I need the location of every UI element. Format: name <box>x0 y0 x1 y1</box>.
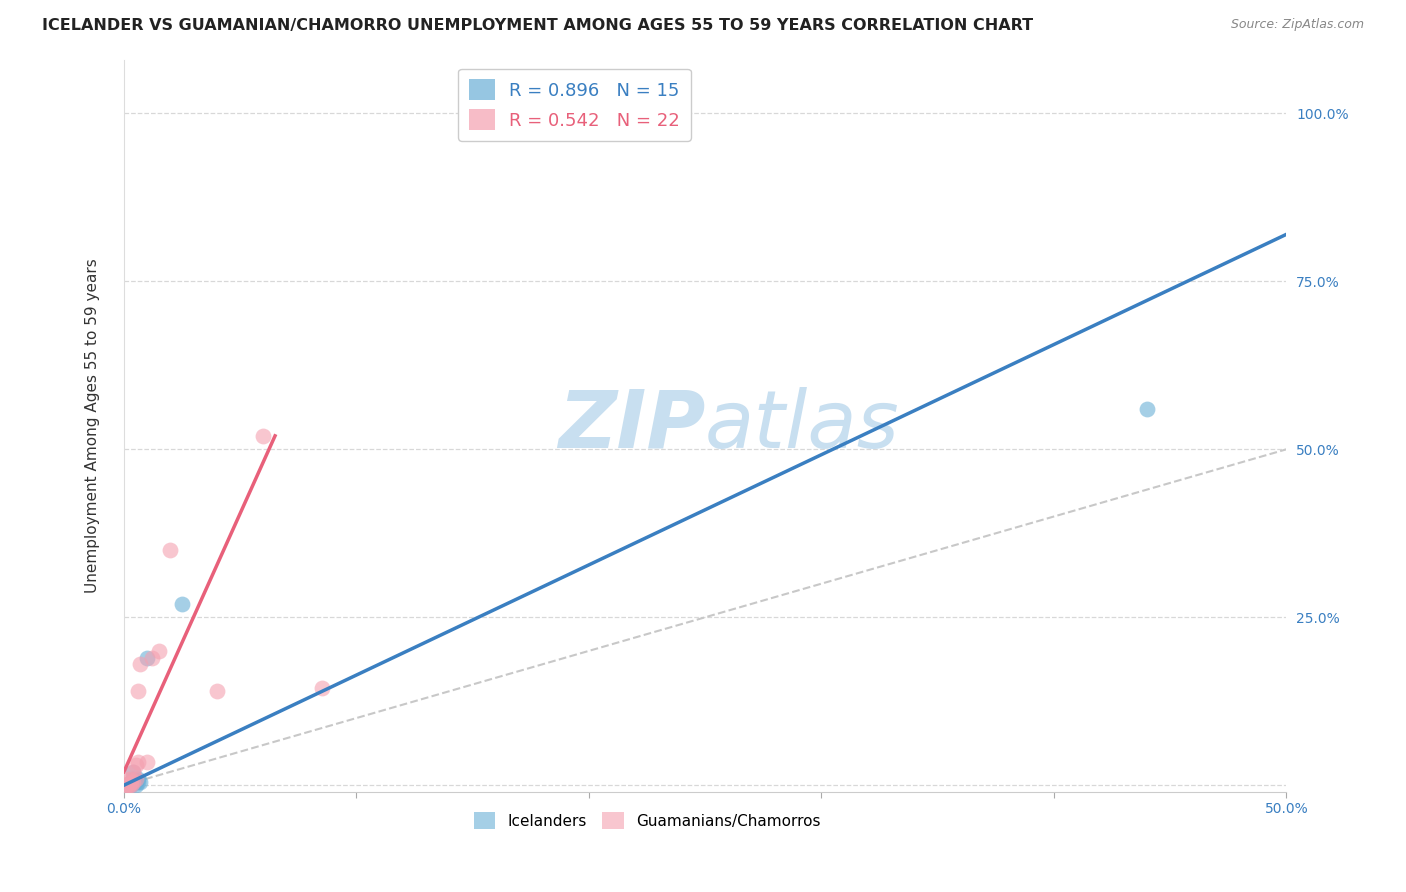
Point <box>170 597 193 611</box>
Point <box>120 775 142 789</box>
Point <box>122 764 145 779</box>
Point <box>148 644 170 658</box>
Point <box>115 778 138 792</box>
Point <box>124 778 146 792</box>
Point <box>129 775 152 789</box>
Point <box>115 778 138 792</box>
Point <box>120 775 142 789</box>
Point <box>120 778 142 792</box>
Point <box>115 778 138 792</box>
Point <box>122 772 145 786</box>
Point <box>122 775 145 789</box>
Text: ICELANDER VS GUAMANIAN/CHAMORRO UNEMPLOYMENT AMONG AGES 55 TO 59 YEARS CORRELATI: ICELANDER VS GUAMANIAN/CHAMORRO UNEMPLOY… <box>42 18 1033 33</box>
Point <box>117 778 139 792</box>
Point <box>311 681 333 695</box>
Text: Source: ZipAtlas.com: Source: ZipAtlas.com <box>1230 18 1364 31</box>
Text: ZIP: ZIP <box>558 387 706 465</box>
Point <box>127 775 149 789</box>
Point <box>120 778 142 792</box>
Point <box>122 764 145 779</box>
Point <box>159 543 181 558</box>
Point <box>124 758 146 772</box>
Text: atlas: atlas <box>706 387 900 465</box>
Point <box>124 772 146 786</box>
Point <box>141 650 163 665</box>
Y-axis label: Unemployment Among Ages 55 to 59 years: Unemployment Among Ages 55 to 59 years <box>86 259 100 593</box>
Point <box>136 650 159 665</box>
Point <box>127 772 149 786</box>
Point <box>117 772 139 786</box>
Point <box>127 684 149 698</box>
Point <box>117 778 139 792</box>
Point <box>129 657 152 672</box>
Point <box>252 429 274 443</box>
Point <box>120 772 142 786</box>
Point <box>127 755 149 769</box>
Legend: Icelanders, Guamanians/Chamorros: Icelanders, Guamanians/Chamorros <box>468 805 827 836</box>
Point <box>136 755 159 769</box>
Point <box>205 684 228 698</box>
Point <box>117 778 139 792</box>
Point <box>1136 402 1159 417</box>
Point <box>124 775 146 789</box>
Point <box>117 778 139 792</box>
